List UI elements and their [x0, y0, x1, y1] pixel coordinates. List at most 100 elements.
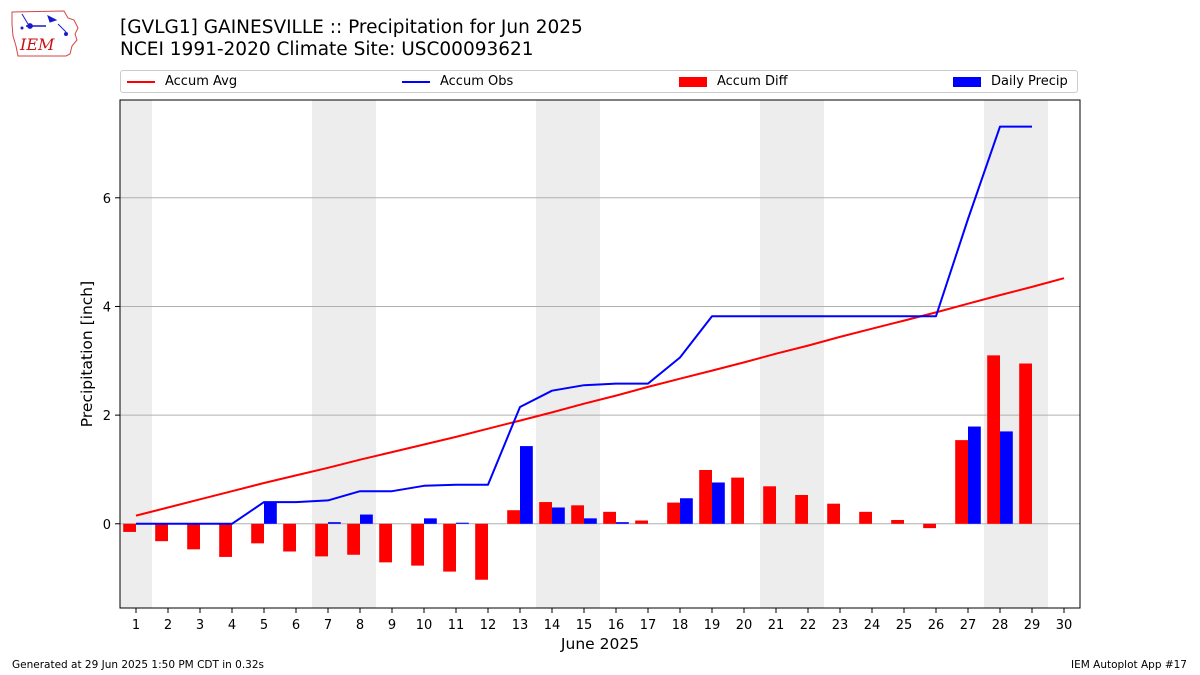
legend-item-daily-precip: Daily Precip [953, 71, 1068, 92]
x-tick-label: 29 [1024, 618, 1041, 633]
accum-diff-bar [507, 510, 520, 524]
autoplot-app-label: IEM Autoplot App #17 [1071, 659, 1187, 671]
accum-avg-line [135, 277, 1065, 517]
plot-frame [119, 99, 1081, 609]
legend-label: Daily Precip [991, 74, 1068, 89]
accum-diff-bar [283, 523, 296, 552]
legend-swatch [127, 80, 155, 83]
x-tick-label: 26 [928, 618, 945, 633]
accum-diff-bar [859, 511, 872, 524]
accum-diff-bar [955, 440, 968, 524]
x-tick-label: 12 [480, 618, 497, 633]
accum-diff-bar [699, 469, 712, 524]
x-tick-label: 18 [672, 618, 689, 633]
accum-diff-bar [443, 523, 456, 572]
plot-area [120, 100, 1080, 608]
legend-swatch [402, 80, 430, 83]
weekend-shade [792, 100, 824, 608]
daily-precip-bar [1000, 431, 1013, 524]
accum-diff-bar [987, 355, 1000, 524]
legend-label: Accum Obs [440, 74, 514, 89]
x-tick-label: 28 [992, 618, 1009, 633]
accum-diff-bar [379, 523, 392, 563]
x-axis-label: June 2025 [560, 635, 639, 653]
legend-item-accum-avg: Accum Avg [127, 71, 237, 92]
accum-diff-bar [411, 523, 424, 566]
accum-obs-line [136, 125, 1032, 525]
x-tick-label: 16 [608, 618, 625, 633]
accum-diff-bar [539, 502, 552, 524]
x-tick-label: 2 [164, 618, 172, 633]
accum-diff-bar [315, 523, 328, 557]
accum-diff-bar [891, 519, 904, 524]
x-tick-label: 30 [1056, 618, 1073, 633]
x-tick-label: 15 [576, 618, 593, 633]
daily-precip-bar [616, 522, 629, 524]
daily-precip-bar [584, 518, 597, 524]
x-tick-label: 24 [864, 618, 881, 633]
daily-precip-bar [712, 482, 725, 524]
weather-instruments-icon [20, 13, 68, 36]
legend-swatch [679, 76, 707, 87]
accum-diff-bar [155, 523, 168, 542]
legend-label: Accum Avg [165, 74, 238, 89]
x-tick-label: 4 [228, 618, 236, 633]
x-tick-label: 11 [448, 618, 465, 633]
x-tick-label: 27 [960, 618, 977, 633]
daily-precip-bar [520, 446, 533, 524]
accum-diff-bar [667, 502, 680, 524]
x-tick-label: 14 [544, 618, 561, 633]
x-tick-label: 21 [768, 618, 785, 633]
chart-title: [GVLG1] GAINESVILLE :: Precipitation for… [120, 17, 583, 38]
accum-diff-bar [731, 477, 744, 524]
x-tick-label: 3 [196, 618, 204, 633]
accum-diff-bar [219, 523, 232, 557]
accum-diff-bar [475, 523, 488, 580]
legend-item-accum-diff: Accum Diff [679, 71, 788, 92]
weekend-shade [984, 100, 1016, 608]
daily-precip-bar [552, 507, 565, 524]
y-tick-label: 0 [103, 518, 111, 533]
x-tick-label: 25 [896, 618, 913, 633]
iowa-outline-icon [11, 10, 79, 57]
x-tick-label: 7 [324, 618, 332, 633]
accum-diff-bar [603, 511, 616, 524]
x-tick-label: 8 [356, 618, 364, 633]
x-tick-label: 10 [416, 618, 433, 633]
accum-diff-bar [923, 523, 936, 529]
legend-label: Accum Diff [717, 74, 788, 89]
daily-precip-bar [456, 522, 469, 524]
iem-logo-text: IEM [19, 35, 55, 54]
x-tick-label: 13 [512, 618, 529, 633]
accum-diff-bar [827, 503, 840, 524]
x-tick-label: 1 [132, 618, 140, 633]
weekend-shade [1016, 100, 1048, 608]
chart-subtitle: NCEI 1991-2020 Climate Site: USC00093621 [120, 39, 534, 60]
weekend-shade [568, 100, 600, 608]
x-tick-label: 19 [704, 618, 721, 633]
accum-diff-bar [763, 486, 776, 524]
accum-diff-bar [251, 523, 264, 544]
accum-diff-bar [571, 505, 584, 524]
daily-precip-bar [360, 514, 373, 524]
daily-precip-bar [968, 426, 981, 524]
x-tick-label: 5 [260, 618, 268, 633]
daily-precip-bar [264, 502, 277, 524]
x-tick-label: 20 [736, 618, 753, 633]
chart-legend: Accum Avg Accum Obs Accum Diff Daily Pre… [120, 70, 1078, 93]
iem-logo: IEM [11, 10, 79, 57]
x-tick-label: 6 [292, 618, 300, 633]
weekend-shade [536, 100, 568, 608]
x-tick-label: 23 [832, 618, 849, 633]
legend-item-accum-obs: Accum Obs [402, 71, 513, 92]
accum-diff-bar [1019, 363, 1032, 524]
y-tick-label: 2 [103, 409, 111, 424]
legend-swatch [953, 76, 981, 87]
accum-diff-bar [795, 494, 808, 524]
daily-precip-bar [328, 522, 341, 524]
x-tick-label: 9 [388, 618, 396, 633]
y-tick-label: 6 [103, 192, 111, 207]
accum-diff-bar [123, 523, 136, 532]
x-tick-label: 17 [640, 618, 657, 633]
